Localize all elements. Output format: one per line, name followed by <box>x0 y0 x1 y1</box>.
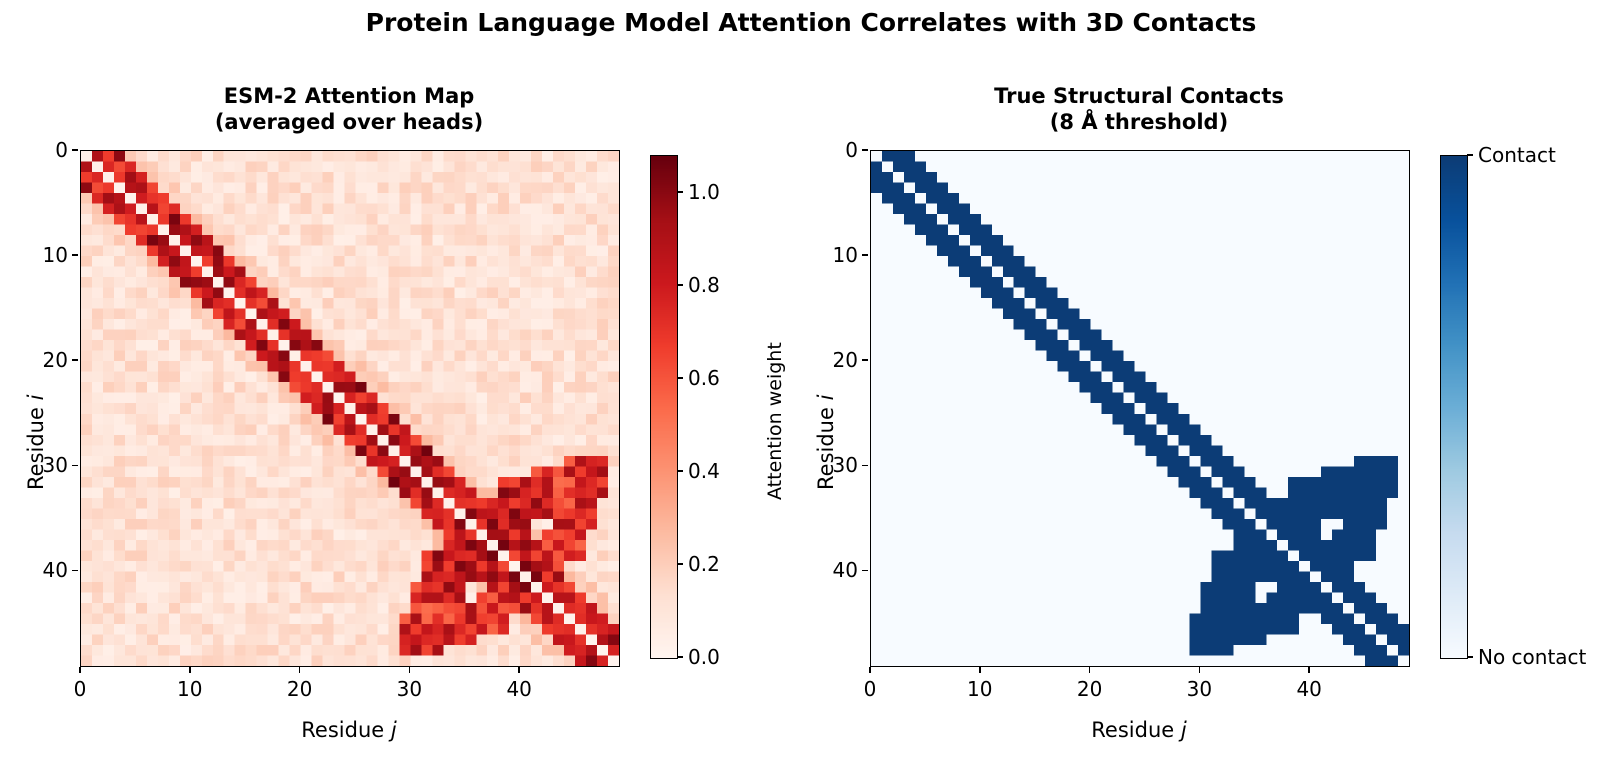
contacts-xtick-mark <box>978 666 981 673</box>
attention-ytick-label: 30 <box>42 453 68 478</box>
contacts-ytick-mark <box>862 569 869 572</box>
attention-xtick-mark <box>518 666 520 673</box>
attention-ytick-mark <box>72 464 79 467</box>
attention-ytick-mark <box>72 254 79 256</box>
contacts-ytick-label: 30 <box>832 453 858 478</box>
attention-colorbar-tick-mark <box>677 191 684 193</box>
attention-xtick-label: 40 <box>506 677 532 701</box>
contacts-ytick-mark <box>862 254 869 256</box>
contacts-xtick-mark <box>1088 666 1091 673</box>
contacts-colorbar-tick-label: No contact <box>1478 645 1587 669</box>
attention-ytick-label: 10 <box>42 243 68 268</box>
attention-ytick-mark <box>72 569 79 572</box>
attention-xtick-mark <box>79 666 81 673</box>
contacts-colorbar-tick-mark <box>1467 656 1474 658</box>
attention-colorbar[interactable] <box>650 155 678 659</box>
attention-ytick-label: 0 <box>55 138 68 162</box>
attention-colorbar-tick-mark <box>677 284 684 286</box>
panel-attention-title: ESM-2 Attention Map (averaged over heads… <box>214 84 484 134</box>
attention-colorbar-tick-label: 1.0 <box>688 180 720 205</box>
attention-colorbar-tick-mark <box>677 656 684 658</box>
contacts-xtick-label: 30 <box>1186 677 1213 701</box>
contacts-heatmap-axes[interactable] <box>870 150 1410 667</box>
attention-ytick-label: 20 <box>42 348 68 373</box>
attention-colorbar-tick-label: 0.2 <box>688 552 720 577</box>
contacts-colorbar-tick-label: Contact <box>1478 143 1556 167</box>
attention-xtick-label: 0 <box>73 677 87 701</box>
contacts-xtick-label: 10 <box>967 677 993 701</box>
panel-contacts-title: True Structural Contacts (8 Å threshold) <box>994 84 1284 134</box>
attention-xtick-mark <box>298 666 301 673</box>
contacts-ytick-mark <box>862 464 869 467</box>
contacts-xtick-label: 0 <box>863 677 877 701</box>
contacts-xtick-label: 20 <box>1076 677 1103 701</box>
attention-ytick-mark <box>72 149 79 151</box>
attention-colorbar-tick-label: 0.4 <box>688 459 720 484</box>
attention-colorbar-tick-mark <box>677 377 684 379</box>
figure-suptitle: Protein Language Model Attention Correla… <box>365 8 1257 37</box>
attention-colorbar-label: Attention weight <box>764 342 786 500</box>
attention-xtick-mark <box>408 666 411 673</box>
attention-xtick-mark <box>188 666 191 673</box>
contacts-xtick-label: 40 <box>1296 677 1322 701</box>
contacts-ytick-label: 0 <box>845 138 858 162</box>
attention-xtick-label: 20 <box>286 677 313 701</box>
contacts-xtick-mark <box>869 666 871 673</box>
attention-ytick-label: 40 <box>42 558 68 583</box>
attention-colorbar-tick-label: 0.6 <box>688 366 720 391</box>
contacts-xtick-mark <box>1198 666 1201 673</box>
attention-ytick-mark <box>72 359 79 361</box>
contacts-xtick-mark <box>1308 666 1310 673</box>
contacts-ytick-label: 10 <box>832 243 858 268</box>
contacts-xaxis-label: Residue j <box>1091 718 1187 742</box>
contacts-colorbar[interactable] <box>1440 155 1468 659</box>
attention-xtick-label: 10 <box>177 677 203 701</box>
attention-colorbar-tick-mark <box>677 470 684 472</box>
contacts-ytick-mark <box>862 359 869 361</box>
contacts-ytick-label: 40 <box>832 558 858 583</box>
contacts-ytick-mark <box>862 149 869 151</box>
attention-xtick-label: 30 <box>396 677 423 701</box>
attention-colorbar-tick-mark <box>677 563 684 565</box>
attention-heatmap-axes[interactable] <box>80 150 620 667</box>
attention-xaxis-label: Residue j <box>301 718 397 742</box>
contacts-colorbar-tick-mark <box>1467 154 1474 156</box>
contacts-ytick-label: 20 <box>832 348 858 373</box>
attention-colorbar-tick-label: 0.8 <box>688 273 720 298</box>
attention-colorbar-tick-label: 0.0 <box>688 645 720 669</box>
